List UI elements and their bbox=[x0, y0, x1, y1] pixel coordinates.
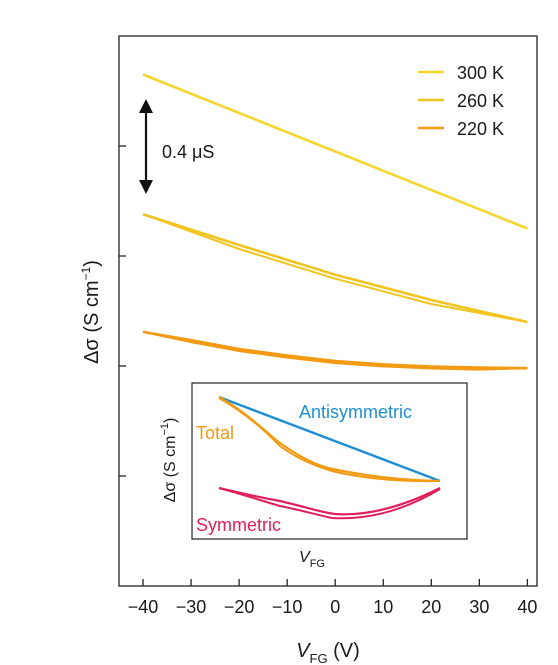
inset-y-axis-label: Δσ (S cm−1) bbox=[159, 418, 179, 503]
y-ticks bbox=[119, 145, 126, 477]
inset-symmetric-line bbox=[218, 486, 441, 516]
inset-symmetric-line-return bbox=[218, 487, 441, 520]
scale-bar-label: 0.4 μS bbox=[162, 142, 214, 162]
inset-total-line-return bbox=[218, 397, 441, 483]
scale-bar-arrow-down-icon bbox=[139, 180, 153, 194]
x-tick-label: 0 bbox=[330, 597, 340, 617]
legend-label-260k: 260 K bbox=[457, 91, 504, 111]
inset-label-symmetric: Symmetric bbox=[196, 515, 281, 535]
series-line-260k bbox=[142, 212, 528, 324]
scale-bar-arrow-up-icon bbox=[139, 99, 153, 113]
scale-bar: 0.4 μS bbox=[139, 99, 214, 194]
inset: Antisymmetric Total Symmetric VFG Δσ (S … bbox=[159, 382, 468, 570]
plot-frame bbox=[118, 35, 538, 587]
y-axis-title: Δσ (S cm−1) bbox=[79, 260, 103, 364]
series-layer bbox=[142, 73, 528, 371]
x-tick-label: −40 bbox=[128, 597, 159, 617]
legend: 300 K 260 K 220 K bbox=[418, 63, 504, 139]
inset-x-axis-label: VFG bbox=[299, 549, 325, 570]
legend-label-220k: 220 K bbox=[457, 119, 504, 139]
series-line-return-260k bbox=[142, 213, 528, 323]
x-ticks: −40 −30 −20 −10 0 10 20 30 40 bbox=[128, 579, 537, 617]
legend-label-300k: 300 K bbox=[457, 63, 504, 83]
series-line-300k bbox=[142, 73, 528, 230]
x-tick-label: 20 bbox=[421, 597, 441, 617]
inset-label-antisymmetric: Antisymmetric bbox=[299, 402, 412, 422]
inset-antisymmetric-line bbox=[218, 395, 441, 483]
x-tick-label: 30 bbox=[469, 597, 489, 617]
x-tick-label: −10 bbox=[272, 597, 303, 617]
x-axis-title: VFG (V) bbox=[296, 640, 360, 665]
x-tick-label: −30 bbox=[176, 597, 207, 617]
x-tick-label: 40 bbox=[517, 597, 537, 617]
series-line-return-220k bbox=[142, 330, 528, 371]
series-line-220k bbox=[142, 330, 528, 370]
inset-label-total: Total bbox=[196, 423, 234, 443]
x-tick-label: −20 bbox=[224, 597, 255, 617]
x-tick-label: 10 bbox=[373, 597, 393, 617]
